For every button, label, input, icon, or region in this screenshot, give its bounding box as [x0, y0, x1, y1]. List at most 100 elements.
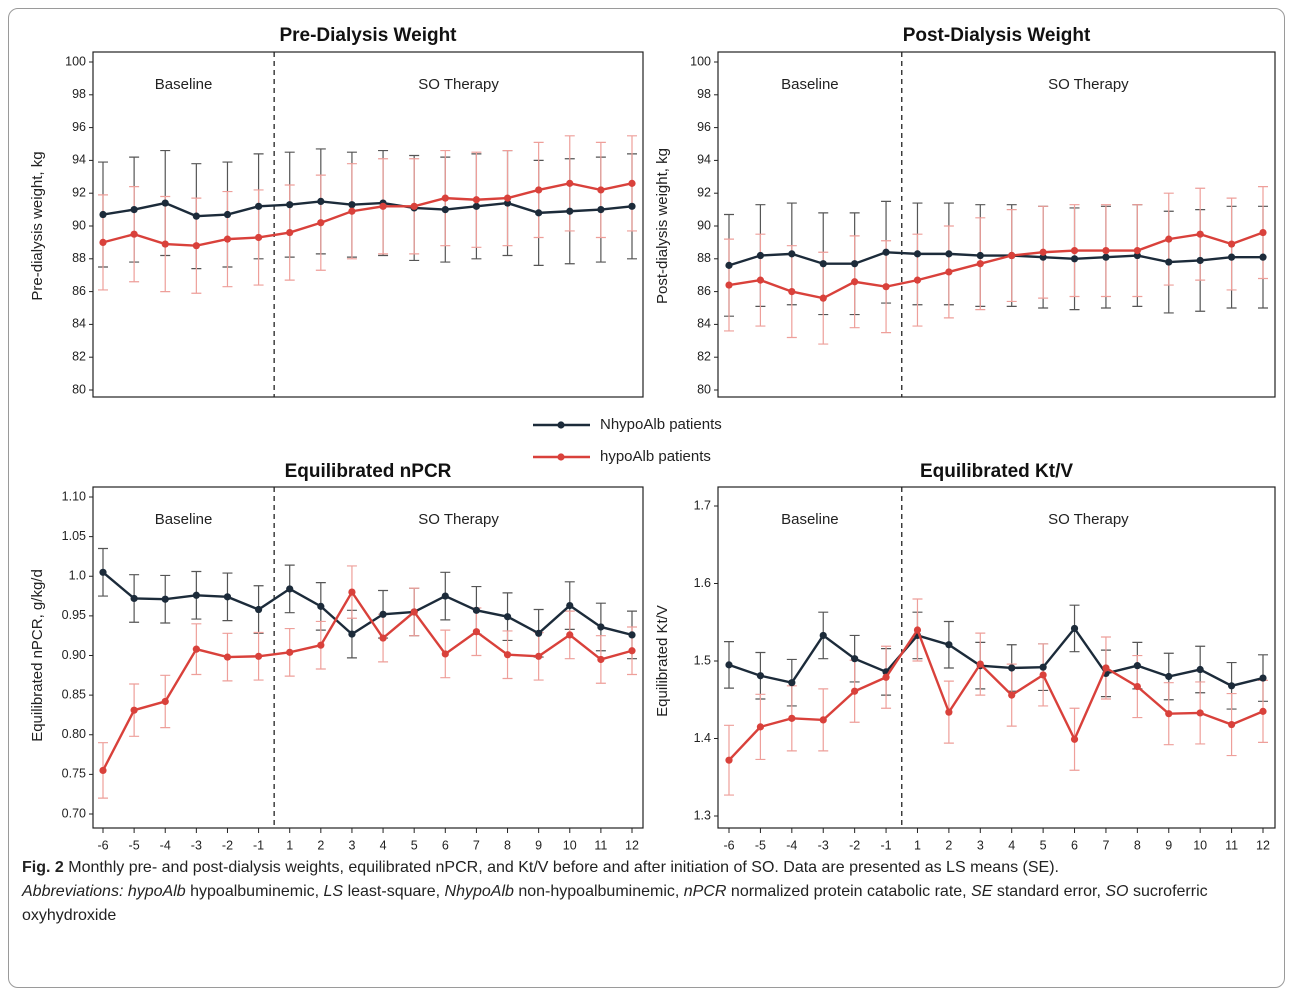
data-point: [1039, 663, 1047, 671]
x-tick-label: 10: [1193, 838, 1207, 850]
data-point: [441, 206, 449, 214]
data-point: [348, 588, 356, 596]
chart-title: Equilibrated nPCR: [285, 461, 452, 482]
data-point: [1039, 248, 1047, 256]
period-label: SO Therapy: [418, 511, 499, 528]
data-point: [1133, 662, 1141, 670]
series-line: [102, 200, 633, 218]
data-point: [566, 631, 574, 639]
data-point: [1133, 251, 1141, 260]
data-point: [1227, 682, 1236, 690]
data-point: [223, 593, 232, 601]
data-point: [99, 210, 107, 219]
data-point: [1133, 682, 1141, 691]
data-point: [725, 281, 733, 289]
y-tick-label: 86: [72, 284, 86, 298]
x-tick-label: -5: [755, 838, 766, 850]
data-point: [130, 206, 138, 214]
data-point: [628, 631, 636, 639]
x-tick-label: 6: [1071, 838, 1078, 850]
y-tick-label: 0.80: [62, 727, 86, 741]
data-point: [1039, 253, 1047, 261]
data-point: [597, 186, 605, 194]
x-tick-label: 11: [594, 838, 607, 850]
data-point: [192, 591, 200, 599]
data-point: [819, 631, 827, 640]
data-point: [1008, 251, 1016, 260]
y-tick-label: 92: [72, 185, 86, 199]
data-point: [223, 653, 232, 661]
abbr-term: LS: [323, 883, 344, 900]
data-point: [1196, 256, 1204, 265]
abbreviations: hypoAlb hypoalbuminemic, LS least-square…: [22, 883, 1208, 924]
x-tick-label: 4: [1008, 838, 1015, 850]
data-point: [976, 260, 984, 268]
data-point: [1070, 247, 1079, 255]
x-tick-label: 2: [317, 838, 324, 850]
y-tick-label: 1.10: [62, 489, 86, 503]
data-point: [788, 250, 796, 258]
period-label: Baseline: [155, 511, 213, 528]
data-point: [223, 210, 232, 219]
y-tick-label: 94: [697, 153, 711, 167]
plot-frame: [92, 486, 644, 829]
series-line: [728, 627, 1264, 762]
data-point: [1165, 258, 1173, 266]
y-axis-label: Pre-dialysis weight, kg: [29, 151, 46, 300]
x-tick-label: 4: [380, 838, 387, 850]
data-point: [788, 714, 796, 722]
y-axis-label: Post-dialysis weight, kg: [654, 148, 671, 304]
y-tick-label: 86: [697, 284, 711, 298]
y-tick-label: 0.70: [62, 806, 86, 820]
data-point: [945, 250, 953, 258]
x-tick-label: 7: [473, 838, 480, 850]
y-tick-label: 1.6: [694, 576, 711, 590]
y-tick-label: 82: [72, 349, 86, 363]
data-point: [1227, 240, 1236, 248]
y-tick-label: 84: [697, 317, 711, 331]
data-point: [192, 645, 200, 653]
data-point: [1039, 671, 1047, 679]
data-point: [130, 706, 138, 714]
y-tick-label: 0.95: [62, 608, 86, 622]
y-tick-label: 0.85: [62, 687, 86, 701]
y-tick-label: 98: [697, 87, 711, 101]
data-point: [1133, 247, 1141, 255]
data-point: [348, 201, 356, 209]
abbr-term: NhypoAlb: [444, 883, 514, 900]
x-tick-label: -6: [97, 838, 108, 850]
caption-text: Monthly pre- and post-dialysis weights, …: [68, 859, 1059, 876]
y-tick-label: 96: [697, 120, 711, 134]
y-tick-label: 90: [72, 218, 86, 232]
data-point: [882, 248, 890, 256]
y-tick-label: 1.3: [694, 808, 711, 822]
data-point: [379, 634, 387, 642]
data-point: [597, 206, 605, 214]
data-point: [1165, 235, 1173, 243]
data-point: [192, 242, 200, 250]
data-point: [945, 268, 953, 276]
x-tick-label: -1: [253, 838, 264, 850]
data-point: [851, 687, 859, 695]
data-point: [1259, 228, 1267, 237]
data-point: [161, 240, 169, 248]
x-tick-label: -4: [160, 838, 171, 850]
data-point: [379, 610, 387, 618]
data-point: [254, 233, 263, 242]
data-point: [535, 652, 543, 660]
series-line: [728, 231, 1264, 300]
data-point: [535, 629, 543, 637]
data-point: [851, 260, 859, 268]
x-tick-label: 5: [411, 838, 418, 850]
data-point: [348, 207, 356, 215]
data-point: [819, 260, 827, 268]
x-tick-label: 12: [625, 838, 639, 850]
data-point: [756, 672, 765, 680]
data-point: [1102, 253, 1110, 261]
data-point: [725, 261, 733, 269]
data-point: [535, 186, 543, 194]
data-point: [286, 648, 294, 656]
data-point: [1008, 664, 1016, 672]
data-point: [945, 708, 953, 716]
data-point: [1259, 707, 1267, 715]
